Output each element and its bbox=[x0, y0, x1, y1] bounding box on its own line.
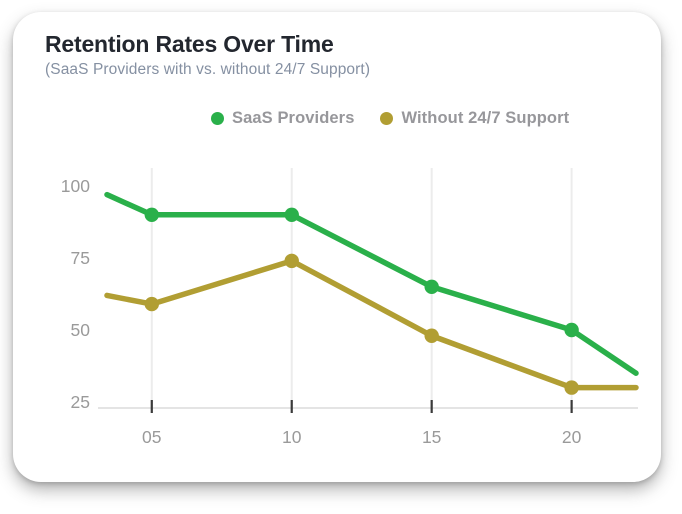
legend-label: Without 24/7 Support bbox=[401, 109, 570, 127]
x-axis-label: 10 bbox=[282, 427, 302, 447]
series-marker-saas-providers bbox=[424, 279, 439, 294]
chart-subtitle: (SaaS Providers with vs. without 24/7 Su… bbox=[45, 60, 371, 78]
chart-header: Retention Rates Over Time (SaaS Provider… bbox=[45, 31, 370, 79]
series-marker-saas-providers bbox=[144, 207, 159, 222]
legend-marker-saas-providers-icon bbox=[211, 112, 224, 125]
x-axis-label: 20 bbox=[562, 427, 582, 447]
series-marker-without-24-7-support bbox=[144, 296, 159, 312]
legend: SaaS Providers Without 24/7 Support bbox=[211, 109, 569, 128]
x-axis-label: 05 bbox=[142, 427, 161, 447]
legend-item-without-support: Without 24/7 Support bbox=[380, 109, 569, 128]
chart-title: Retention Rates Over Time bbox=[45, 31, 334, 57]
y-axis-label: 25 bbox=[71, 392, 90, 412]
series-marker-without-24-7-support bbox=[424, 328, 439, 343]
series-marker-saas-providers bbox=[284, 207, 299, 222]
legend-marker-without-support-icon bbox=[380, 112, 394, 125]
series-line-saas-providers bbox=[104, 191, 639, 376]
y-axis-label: 75 bbox=[71, 248, 90, 268]
series-marker-saas-providers bbox=[564, 322, 579, 338]
x-axis-label: 15 bbox=[422, 427, 441, 447]
line-chart: 05 10 15 20 100 75 50 25 bbox=[61, 168, 639, 447]
legend-item-saas-providers: SaaS Providers bbox=[211, 109, 354, 128]
y-axis-label: 50 bbox=[71, 320, 91, 340]
legend-label: SaaS Providers bbox=[232, 109, 355, 127]
series-marker-without-24-7-support bbox=[564, 380, 579, 395]
chart-card: Retention Rates Over Time (SaaS Provider… bbox=[13, 12, 661, 482]
y-axis-label: 100 bbox=[61, 176, 90, 196]
series-line-without-24-7-support bbox=[104, 258, 639, 391]
series-marker-without-24-7-support bbox=[284, 253, 299, 269]
